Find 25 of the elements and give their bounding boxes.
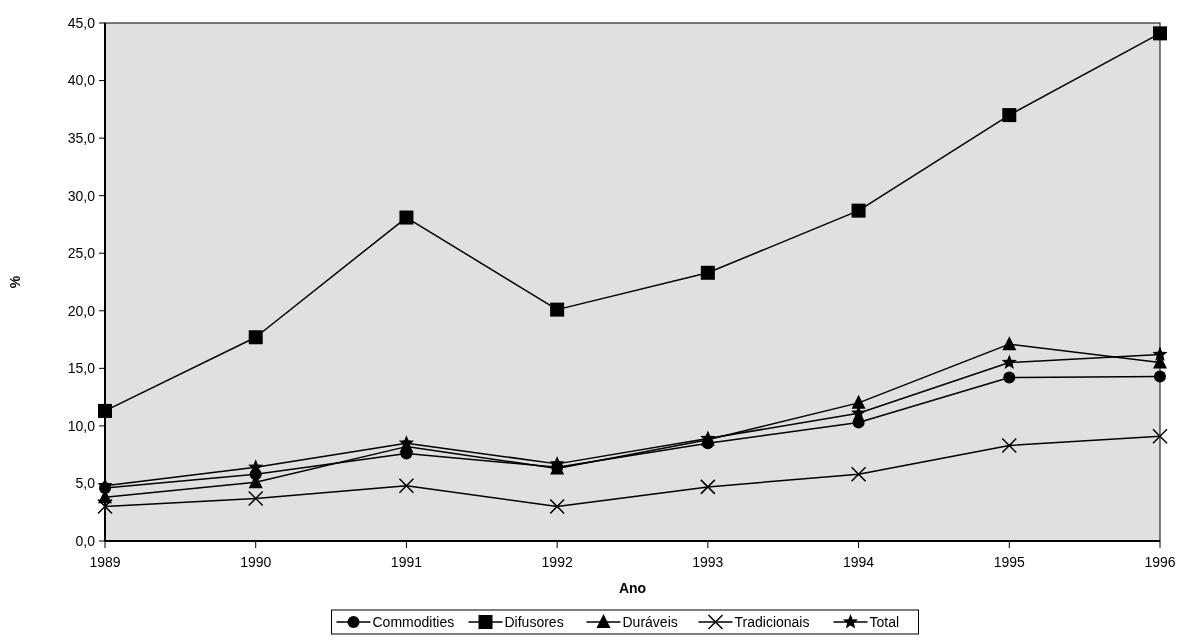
legend-label: Total — [869, 613, 900, 630]
y-tick-label: 35,0 — [67, 130, 96, 147]
y-tick-label: 40,0 — [67, 72, 96, 89]
y-axis-title: % — [7, 275, 23, 289]
x-tick-label: 1993 — [692, 554, 724, 570]
legend-label: Duráveis — [622, 613, 678, 630]
legend-label: Difusores — [504, 613, 564, 630]
y-tick-label: 25,0 — [67, 245, 96, 262]
x-tick-label: 1992 — [541, 554, 573, 570]
y-tick-label: 45,0 — [67, 14, 96, 31]
x-tick-label: 1990 — [240, 554, 272, 570]
y-tick-label: 15,0 — [67, 360, 96, 377]
x-tick-label: 1996 — [1144, 554, 1176, 570]
y-tick-label: 10,0 — [67, 417, 96, 434]
x-tick-label: 1989 — [89, 554, 121, 570]
x-tick-label: 1995 — [993, 554, 1026, 570]
y-tick-label: 5,0 — [75, 475, 96, 492]
x-axis-title: Ano — [618, 580, 647, 596]
y-tick-label: 20,0 — [67, 302, 96, 319]
y-tick-label: 30,0 — [67, 187, 96, 204]
x-tick-label: 1994 — [842, 554, 875, 570]
legend-label: Tradicionais — [734, 613, 810, 630]
y-tick-label: 0,0 — [75, 532, 96, 549]
x-tick-label: 1991 — [390, 554, 423, 570]
legend-label: Commodities — [372, 613, 455, 630]
